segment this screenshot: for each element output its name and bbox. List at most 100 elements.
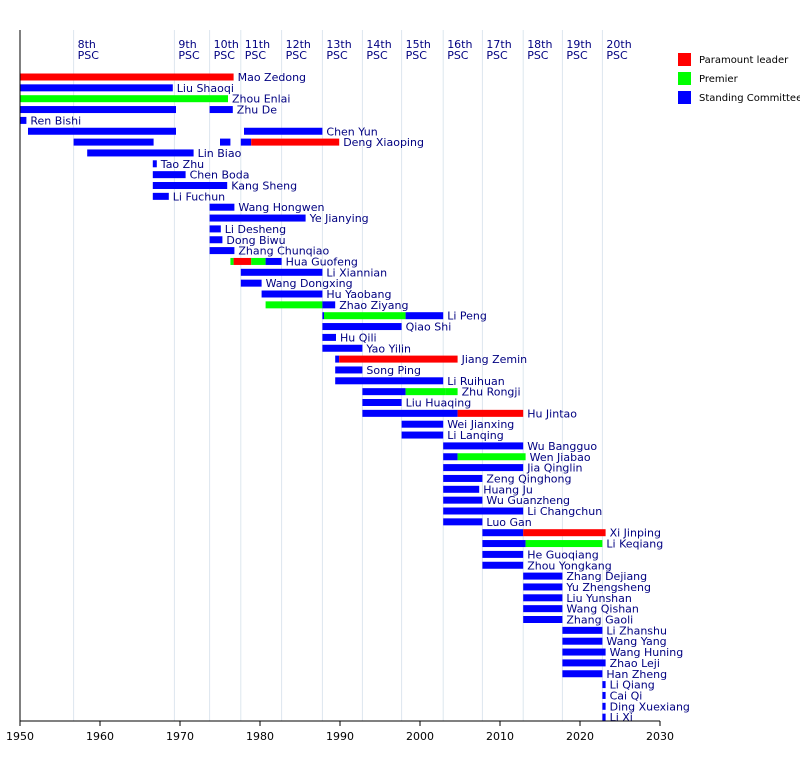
member-bar-segment — [362, 388, 406, 396]
congress-sub-label: PSC — [486, 49, 508, 62]
congress-label: 10th — [214, 38, 239, 51]
congress-sub-label: PSC — [447, 49, 469, 62]
member-label: Liu Shaoqi — [177, 82, 234, 95]
member-bar-segment — [405, 312, 444, 320]
member-bar-segment — [405, 388, 446, 396]
member-label: Li Qiang — [610, 679, 655, 692]
member-bar-segment — [362, 409, 458, 417]
member-bar-segment — [523, 572, 563, 580]
member-label: Zhang Dejiang — [566, 570, 647, 583]
member-bar-segment — [87, 149, 194, 157]
member-label: Wen Jiabao — [530, 451, 591, 464]
congress-sub-label: PSC — [406, 49, 428, 62]
legend-label: Standing Committee — [699, 93, 800, 104]
member-bar-segment — [28, 127, 176, 135]
member-bar-segment — [322, 301, 336, 309]
member-label: Deng Xiaoping — [343, 136, 424, 149]
x-tick-label: 1960 — [86, 730, 114, 743]
member-label: Wang Yang — [606, 635, 666, 648]
member-bar-segment — [20, 84, 173, 92]
congress-label: 11th — [245, 38, 270, 51]
congress-label: 12th — [286, 38, 311, 51]
member-label: Chen Boda — [190, 169, 250, 182]
member-label: Chen Yun — [326, 125, 377, 138]
member-bar-segment — [457, 409, 524, 417]
member-label: Ren Bishi — [30, 114, 81, 127]
member-bar-segment — [240, 279, 262, 287]
member-bar-segment — [209, 214, 306, 222]
member-bar-segment — [20, 73, 234, 81]
member-label: Liu Yunshan — [566, 592, 631, 605]
congress-sub-label: PSC — [326, 49, 348, 62]
legend-swatch — [678, 53, 691, 66]
member-bar-segment — [20, 106, 176, 114]
legend: Paramount leader Premier Standing Committe… — [678, 53, 800, 104]
congress-label: 15th — [406, 38, 431, 51]
member-bars — [20, 73, 606, 721]
member-label: Luo Gan — [486, 516, 531, 529]
member-bar-segment — [322, 323, 402, 331]
x-tick-label: 1950 — [6, 730, 34, 743]
member-bar-segment — [562, 637, 603, 645]
member-bar-segment — [443, 474, 483, 482]
member-bar-segment — [335, 355, 340, 363]
legend-swatch — [678, 91, 691, 104]
member-bar-segment — [322, 312, 324, 320]
member-label: Zhou Enlai — [232, 93, 290, 106]
member-bar-segment — [445, 388, 458, 396]
member-label: Song Ping — [366, 364, 421, 377]
member-bar-segment — [523, 594, 563, 602]
member-label: Li Peng — [447, 310, 487, 323]
member-bar-segment — [443, 485, 480, 493]
x-tick-label: 1980 — [246, 730, 274, 743]
member-bar-segment — [362, 399, 402, 406]
member-bar-segment — [265, 257, 282, 265]
member-bar-segment — [482, 529, 524, 537]
congress-sub-label: PSC — [178, 49, 200, 62]
member-bar-segment — [20, 95, 228, 103]
member-label: He Guoqiang — [527, 548, 599, 561]
member-bar-segment — [20, 116, 27, 124]
member-label: Kang Sheng — [231, 180, 297, 193]
member-bar-segment — [443, 496, 483, 504]
member-bar-segment — [339, 355, 458, 363]
member-label: Wu Bangguo — [527, 440, 597, 453]
member-label: Zhou Yongkang — [527, 559, 612, 572]
member-label: Cai Qi — [610, 689, 643, 702]
member-bar-segment — [562, 670, 603, 678]
member-bar-segment — [523, 529, 606, 537]
congress-sub-label: PSC — [366, 49, 388, 62]
congress-label: 18th — [527, 38, 552, 51]
member-bar-segment — [401, 420, 444, 428]
member-bar-segment — [240, 138, 252, 146]
congress-label: 20th — [606, 38, 631, 51]
x-tick-label: 1970 — [166, 730, 194, 743]
member-bar-segment — [335, 366, 363, 374]
member-bar-segment — [443, 518, 483, 526]
member-bar-segment — [220, 138, 231, 146]
member-label: Yao Yilin — [365, 342, 411, 355]
member-label: Wei Jianxing — [447, 418, 514, 431]
member-bar-segment — [443, 507, 524, 515]
member-label: Li Desheng — [225, 223, 286, 236]
member-bar-segment — [602, 691, 606, 699]
member-bar-segment — [443, 453, 458, 461]
congress-label: 17th — [486, 38, 511, 51]
congress-label: 13th — [326, 38, 351, 51]
member-label: Hu Yaobang — [326, 288, 391, 301]
member-bar-segment — [562, 648, 606, 656]
member-label: Yu Zhengsheng — [565, 581, 651, 594]
member-bar-segment — [251, 257, 266, 265]
x-tick-label: 2020 — [566, 730, 594, 743]
member-bar-segment — [209, 203, 235, 211]
member-bar-segment — [602, 713, 606, 721]
member-bar-segment — [562, 626, 603, 634]
legend-swatch — [678, 72, 691, 85]
member-bar-segment — [602, 681, 606, 689]
member-label: Li Xi — [610, 711, 633, 724]
member-label: Tao Zhu — [160, 158, 204, 171]
congress-sub-label: PSC — [566, 49, 588, 62]
member-bar-segment — [482, 550, 524, 558]
member-label: Li Fuchun — [173, 190, 225, 203]
